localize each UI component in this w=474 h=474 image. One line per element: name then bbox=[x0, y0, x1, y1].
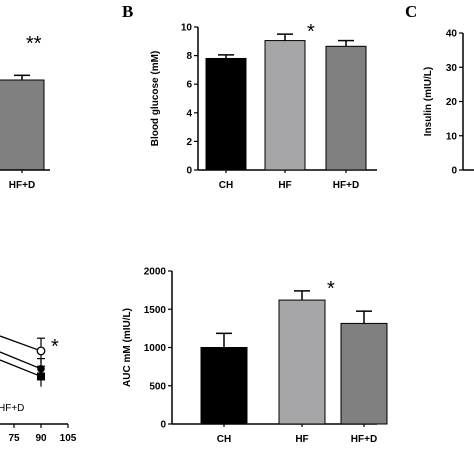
panel-d-series-line bbox=[0, 351, 42, 370]
panel-b-blood-glucose-y-tick-label: 6 bbox=[186, 80, 192, 91]
panel-b-blood-glucose-y-tick-label: 8 bbox=[186, 51, 192, 62]
panel-d-x-tick-label: 75 bbox=[8, 433, 20, 444]
panel-a-bar-HFplusD bbox=[0, 79, 45, 171]
panel-d-series-line bbox=[0, 359, 42, 378]
panel-b-blood-glucose-bar-HF bbox=[264, 40, 306, 171]
panel-d-x-tick-label: 105 bbox=[60, 433, 77, 444]
panel-auc-y-tick-label: 2000 bbox=[144, 267, 167, 278]
panel-letter-c: C bbox=[405, 2, 417, 21]
panel-c-y-tick-label: 40 bbox=[446, 29, 458, 40]
panel-b-blood-glucose-category-label: HF+D bbox=[333, 180, 359, 191]
panel-b-blood-glucose-bar-CH bbox=[205, 57, 247, 171]
panel-auc-y-tick-label: 500 bbox=[149, 381, 166, 392]
panel-auc-y-axis-label: AUC mM (mIU/L) bbox=[122, 308, 133, 387]
panel-d-series-line bbox=[0, 335, 42, 352]
panel-auc-category-label: HF+D bbox=[351, 434, 377, 445]
panel-d-x-tick-label: 90 bbox=[35, 433, 47, 444]
panel-auc-significance-star: * bbox=[327, 278, 335, 300]
panel-b-blood-glucose-significance-star: * bbox=[307, 21, 315, 43]
panel-a-category-label: HF+D bbox=[9, 180, 35, 191]
panel-auc-bar-HF bbox=[278, 299, 326, 425]
panel-b-blood-glucose-y-tick-label: 0 bbox=[186, 166, 192, 177]
panel-b-blood-glucose-bar-HFplusD bbox=[325, 45, 367, 171]
panel-d-legend-label: HF+D bbox=[0, 403, 24, 414]
panel-auc-category-label: HF bbox=[295, 434, 308, 445]
panel-auc-category-label: CH bbox=[217, 434, 231, 445]
panel-b-blood-glucose-category-label: CH bbox=[219, 180, 233, 191]
panel-b-blood-glucose-category-label: HF bbox=[278, 180, 291, 191]
panel-c-y-tick-label: 10 bbox=[446, 131, 458, 142]
panel-d-point-filled-square bbox=[37, 372, 45, 381]
panel-c-y-tick-label: 30 bbox=[446, 63, 458, 74]
panel-letter-b: B bbox=[122, 2, 133, 21]
panel-c-y-axis-label: Insulin (mIU/L) bbox=[423, 67, 434, 136]
panel-auc-y-tick-label: 0 bbox=[160, 420, 166, 431]
panel-d-significance-star: * bbox=[51, 336, 59, 358]
panel-c-y-tick-label: 0 bbox=[451, 166, 457, 177]
panel-b-blood-glucose-y-tick-label: 10 bbox=[181, 23, 193, 34]
panel-b-blood-glucose-y-tick-label: 2 bbox=[186, 137, 192, 148]
panel-auc-bar-HFplusD bbox=[340, 322, 388, 425]
panel-c-y-tick-label: 20 bbox=[446, 97, 458, 108]
panel-auc-y-tick-label: 1000 bbox=[144, 343, 167, 354]
panel-b-blood-glucose-y-tick-label: 4 bbox=[186, 108, 192, 119]
panel-b-blood-glucose-y-axis-label: Blood glucose (mM) bbox=[150, 51, 161, 147]
panel-d-point-open-circle bbox=[36, 346, 46, 356]
panel-auc-y-tick-label: 1500 bbox=[144, 305, 167, 316]
panel-auc-bar-CH bbox=[200, 347, 248, 425]
panel-a-significance-star: ** bbox=[26, 33, 42, 55]
